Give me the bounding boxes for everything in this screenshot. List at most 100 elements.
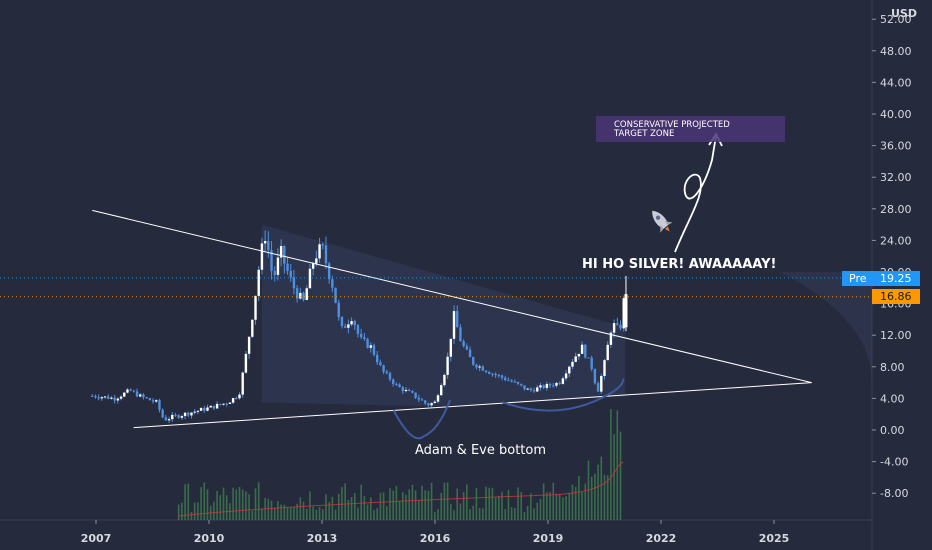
volume-bar xyxy=(395,485,398,520)
volume-bar xyxy=(571,484,574,520)
volume-bar xyxy=(603,474,606,520)
candle xyxy=(436,393,440,404)
volume-bar xyxy=(507,490,510,520)
adam-curve xyxy=(392,399,452,440)
candle xyxy=(366,337,369,349)
volume-bar xyxy=(289,507,292,520)
volume-bar xyxy=(590,476,593,520)
candle xyxy=(103,396,107,399)
volume-bar xyxy=(331,496,334,520)
volume-bar xyxy=(321,509,324,520)
volume-bar xyxy=(443,482,446,520)
volume-bar xyxy=(296,503,298,520)
volume-bar xyxy=(270,500,273,520)
volume-bar xyxy=(610,409,612,520)
volume-bar xyxy=(235,489,238,520)
candle xyxy=(174,412,177,417)
volume-bar xyxy=(203,482,206,520)
y-tick-label: -8.00 xyxy=(880,487,908,500)
volume-bar xyxy=(450,504,452,520)
candle xyxy=(212,405,216,411)
volume-bar xyxy=(385,506,388,520)
candle xyxy=(180,414,184,420)
y-tick-label: 0.00 xyxy=(880,424,905,437)
volume-bar xyxy=(302,501,305,520)
volume-ma-line xyxy=(178,461,624,517)
callout-text: HI HO SILVER! AWAAAAAY! xyxy=(582,257,776,272)
volume-bar xyxy=(434,511,436,520)
candle xyxy=(414,392,417,399)
candle xyxy=(407,388,411,392)
candle xyxy=(353,319,356,330)
candle xyxy=(596,381,600,392)
volume-bar xyxy=(366,504,369,520)
volume-bar xyxy=(193,502,196,520)
candle xyxy=(564,369,568,381)
candle xyxy=(235,396,238,400)
candle xyxy=(382,364,385,375)
volume-bar xyxy=(225,495,228,520)
candle xyxy=(552,382,555,388)
candle xyxy=(273,266,276,282)
volume-bar xyxy=(213,501,215,520)
triangle-shading xyxy=(261,224,626,407)
candle xyxy=(401,386,404,395)
candle xyxy=(155,399,158,403)
candle xyxy=(391,378,395,387)
volume-bar xyxy=(555,493,558,520)
candle xyxy=(379,359,382,367)
y-tick-label: 44.00 xyxy=(880,76,912,89)
candle xyxy=(257,266,260,302)
volume-bar xyxy=(241,489,244,520)
price-badge-pre-value: 19.25 xyxy=(880,272,912,285)
volume-bar xyxy=(530,493,532,520)
candle xyxy=(395,382,398,387)
candle xyxy=(571,358,574,370)
candle xyxy=(584,343,587,359)
y-tick-label: -4.00 xyxy=(880,456,908,469)
volume-bar xyxy=(597,464,599,520)
volume-bar xyxy=(341,486,343,520)
x-tick-label: 2007 xyxy=(81,532,112,545)
candle xyxy=(417,394,421,403)
candle xyxy=(481,365,485,371)
candle xyxy=(548,382,552,388)
candle xyxy=(203,405,206,413)
y-tick-label: 4.00 xyxy=(880,392,905,405)
candle xyxy=(420,397,424,401)
candle xyxy=(327,261,331,284)
candle xyxy=(270,241,273,280)
candle xyxy=(126,388,129,394)
volume-bar xyxy=(414,490,417,520)
candle xyxy=(151,398,155,404)
candle xyxy=(433,400,437,404)
volume-bar xyxy=(581,491,583,520)
volume-profile xyxy=(780,272,872,383)
volume-bar xyxy=(459,503,462,520)
candle-spike xyxy=(624,294,628,328)
candle xyxy=(171,411,174,422)
time-axis: 2007 2010 2013 2016 2019 2022 2025 xyxy=(81,520,789,545)
target-zone xyxy=(596,116,785,142)
volume-bar xyxy=(222,487,225,520)
candle xyxy=(443,373,446,387)
candle xyxy=(295,285,299,303)
candle xyxy=(516,381,520,386)
candle xyxy=(449,338,453,362)
candle xyxy=(372,343,376,357)
volume-bar xyxy=(398,501,401,520)
volume-bar xyxy=(251,510,254,520)
volume-bar xyxy=(546,492,548,520)
volume-bar xyxy=(558,493,561,520)
candle xyxy=(523,385,526,391)
candle xyxy=(356,323,360,338)
candle xyxy=(94,394,97,399)
candle xyxy=(363,332,366,342)
volume-bar xyxy=(254,488,257,520)
candle xyxy=(206,404,209,412)
volume-bar xyxy=(318,507,321,520)
candle xyxy=(135,388,139,398)
candle xyxy=(500,374,504,381)
volume-bar xyxy=(578,475,580,520)
